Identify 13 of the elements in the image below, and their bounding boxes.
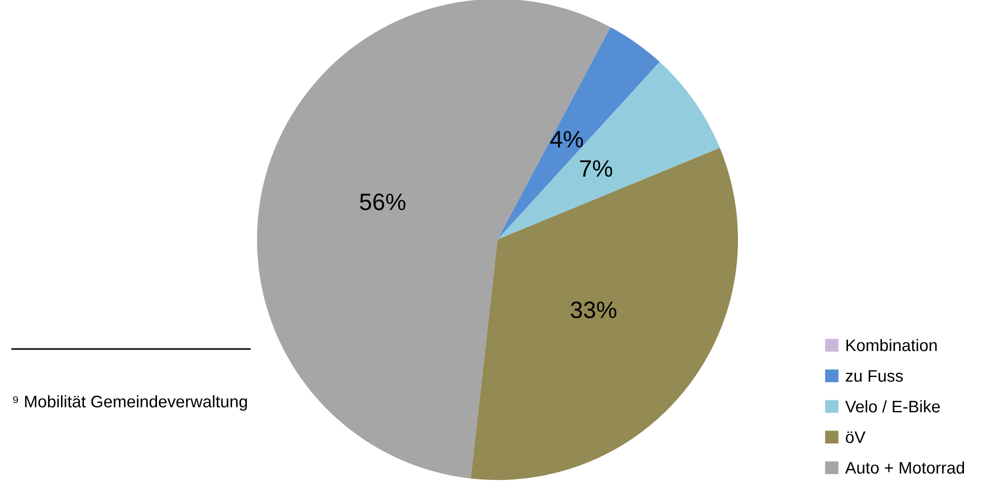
data-label: 4% [550,130,584,148]
text: ⁹ Mobilität Gemeindeverwaltung [13,395,247,411]
data-label: 56% [360,194,406,210]
data-label: 33% [570,301,616,318]
pie-slice [470,148,738,480]
pie-slice [498,62,720,240]
data-label: 7% [580,160,612,177]
legend-label: öV [846,431,866,444]
pie-slice [498,27,660,240]
legend-label: Velo / E-Bike [845,400,940,412]
legend-label: zu Fuss [846,370,903,382]
legend-label: Kombination [846,338,937,352]
legend-label: Auto + Motorrad [845,461,964,474]
